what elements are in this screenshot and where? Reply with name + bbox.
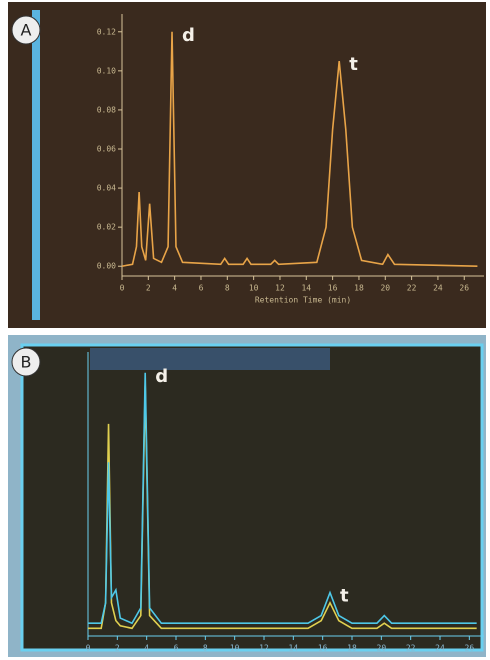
x-tick-label: 22 (407, 284, 417, 293)
x-tick-label: 18 (354, 284, 364, 293)
x-tick-label: 26 (459, 284, 469, 293)
x-tick-label: 8 (203, 644, 208, 653)
panel-a-screen (8, 2, 486, 328)
x-tick-label: 6 (174, 644, 179, 653)
x-tick-label: 14 (289, 644, 299, 653)
panel-label: B (21, 353, 32, 372)
panel-b-frame (22, 345, 482, 650)
x-tick-label: 2 (146, 284, 151, 293)
x-axis-label: Retention Time (min) (255, 296, 351, 305)
x-tick-label: 20 (380, 284, 390, 293)
x-tick-label: 10 (249, 284, 259, 293)
panel-b-header (90, 348, 330, 370)
y-tick-label: 0.12 (97, 27, 116, 36)
x-tick-label: 24 (435, 644, 445, 653)
x-tick-label: 12 (275, 284, 285, 293)
x-tick-label: 4 (144, 644, 149, 653)
y-tick-label: 0.02 (97, 223, 116, 232)
y-tick-label: 0.08 (97, 105, 116, 114)
x-tick-label: 14 (301, 284, 311, 293)
y-tick-label: 0.04 (97, 184, 116, 193)
x-tick-label: 24 (433, 284, 443, 293)
x-tick-label: 16 (328, 284, 338, 293)
x-tick-label: 2 (115, 644, 120, 653)
peak-annotation: t (349, 54, 358, 75)
y-tick-label: 0.10 (97, 66, 116, 75)
x-tick-label: 6 (199, 284, 204, 293)
x-tick-label: 0 (86, 644, 91, 653)
peak-annotation: t (340, 586, 349, 607)
x-tick-label: 26 (465, 644, 475, 653)
peak-annotation: d (182, 25, 195, 46)
y-tick-label: 0.00 (97, 262, 116, 271)
x-tick-label: 18 (347, 644, 357, 653)
x-tick-label: 16 (318, 644, 328, 653)
screenshot: A024681012141618202224260.000.020.040.06… (0, 0, 490, 660)
x-tick-label: 20 (377, 644, 387, 653)
side-bar (32, 10, 40, 320)
x-tick-label: 8 (225, 284, 230, 293)
x-tick-label: 22 (406, 644, 416, 653)
panel-label: A (21, 21, 32, 40)
peak-annotation: d (155, 366, 168, 387)
x-tick-label: 10 (230, 644, 240, 653)
y-tick-label: 0.06 (97, 145, 116, 154)
x-tick-label: 4 (172, 284, 177, 293)
x-tick-label: 0 (120, 284, 125, 293)
x-tick-label: 12 (259, 644, 269, 653)
